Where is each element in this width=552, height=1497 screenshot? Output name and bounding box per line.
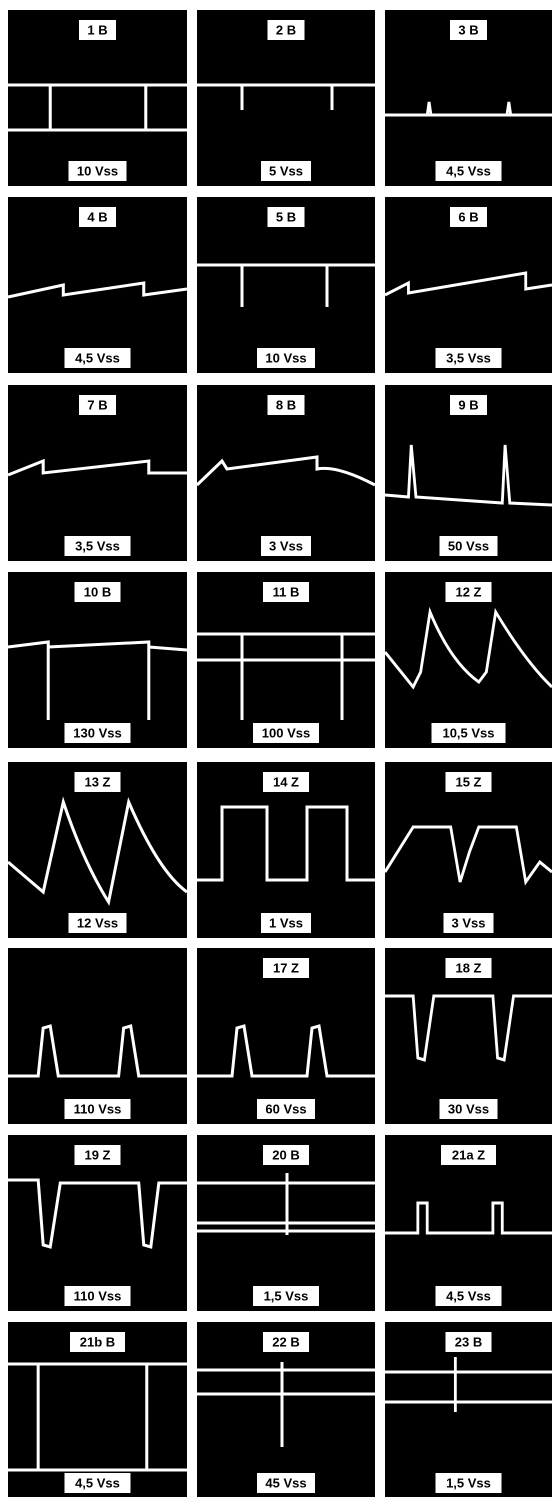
voltage-label: 5 Vss — [269, 163, 303, 178]
oscillogram-panel: 13 Z 12 Vss — [8, 762, 187, 938]
oscillogram-panel: 23 B 1,5 Vss — [385, 1322, 552, 1497]
voltage-label: 110 Vss — [74, 1101, 122, 1116]
voltage-label: 12 Vss — [77, 915, 118, 930]
panel-label: 1 B — [87, 22, 107, 37]
voltage-label: 1 Vss — [269, 915, 303, 930]
panel-label: 22 B — [272, 1334, 299, 1349]
oscillogram-panel: 14 Z 1 Vss — [197, 762, 375, 938]
panel-label: 9 B — [458, 397, 478, 412]
oscillogram-panel: 8 B 3 Vss — [197, 385, 375, 561]
voltage-label: 10 Vss — [265, 350, 306, 365]
voltage-label: 3,5 Vss — [446, 350, 491, 365]
voltage-label: 110 Vss — [74, 1288, 122, 1303]
voltage-label: 4,5 Vss — [446, 1288, 491, 1303]
voltage-label: 30 Vss — [448, 1101, 489, 1116]
voltage-label: 3,5 Vss — [75, 538, 120, 553]
oscillogram-panel: 5 B 10 Vss — [197, 197, 375, 373]
voltage-label: 3 Vss — [269, 538, 303, 553]
panel-label: 21b B — [80, 1334, 115, 1349]
panel-label: 2 B — [276, 22, 296, 37]
voltage-label: 100 Vss — [262, 725, 310, 740]
panel-label: 21a Z — [452, 1147, 485, 1162]
panel-label: 12 Z — [455, 584, 481, 599]
oscillogram-panel: 11 B 100 Vss — [197, 572, 375, 748]
oscillogram-panel: 1 B 10 Vss — [8, 10, 187, 186]
panel-label: 17 Z — [273, 960, 299, 975]
panel-label: 6 B — [458, 209, 478, 224]
panel-label: 10 B — [84, 584, 111, 599]
voltage-label: 130 Vss — [73, 725, 121, 740]
oscillogram-panel: 10 B 130 Vss — [8, 572, 187, 748]
voltage-label: 4,5 Vss — [75, 350, 120, 365]
panel-label: 14 Z — [273, 774, 299, 789]
oscillogram-panel: 9 B 50 Vss — [385, 385, 552, 561]
voltage-label: 3 Vss — [452, 915, 486, 930]
panel-label: 13 Z — [84, 774, 110, 789]
oscillogram-panel: 4 B 4,5 Vss — [8, 197, 187, 373]
voltage-label: 45 Vss — [265, 1475, 306, 1490]
panel-label: 19 Z — [84, 1147, 110, 1162]
oscillogram-panel: 12 Z 10,5 Vss — [385, 572, 552, 748]
oscillogram-panel: 2 B 5 Vss — [197, 10, 375, 186]
oscillogram-panel: 7 B 3,5 Vss — [8, 385, 187, 561]
panel-label: 7 B — [87, 397, 107, 412]
voltage-label: 1,5 Vss — [264, 1288, 309, 1303]
voltage-label: 1,5 Vss — [446, 1475, 491, 1490]
oscillogram-panel: 21a Z 4,5 Vss — [385, 1135, 552, 1311]
voltage-label: 10,5 Vss — [442, 725, 494, 740]
oscillogram-panel: 20 B 1,5 Vss — [197, 1135, 375, 1311]
oscillogram-panel: 22 B 45 Vss — [197, 1322, 375, 1497]
panel-label: 11 B — [273, 584, 300, 599]
oscillogram-panel: 19 Z 110 Vss — [8, 1135, 187, 1311]
oscillogram-panel: 15 Z 3 Vss — [385, 762, 552, 938]
voltage-label: 50 Vss — [448, 538, 489, 553]
panel-label: 18 Z — [455, 960, 481, 975]
oscillogram-sheet: 1 B 10 Vss 2 B 5 Vss 3 B 4,5 Vss 4 B 4,5 Vss 5 B… — [0, 0, 552, 1497]
oscillogram-panel: 18 Z 30 Vss — [385, 948, 552, 1124]
oscillogram-panel: 110 Vss — [8, 948, 187, 1124]
oscillogram-panel: 21b B 4,5 Vss — [8, 1322, 187, 1497]
voltage-label: 4,5 Vss — [446, 163, 491, 178]
panel-label: 8 B — [276, 397, 296, 412]
voltage-label: 60 Vss — [265, 1101, 306, 1116]
panel-label: 3 B — [458, 22, 478, 37]
voltage-label: 10 Vss — [77, 163, 118, 178]
panel-label: 20 B — [272, 1147, 299, 1162]
panel-label: 23 B — [455, 1334, 482, 1349]
voltage-label: 4,5 Vss — [75, 1475, 120, 1490]
panel-label: 4 B — [87, 209, 107, 224]
panel-label: 5 B — [276, 209, 296, 224]
oscillogram-panel: 17 Z 60 Vss — [197, 948, 375, 1124]
screen — [8, 948, 187, 1124]
oscillogram-panel: 3 B 4,5 Vss — [385, 10, 552, 186]
panel-label: 15 Z — [455, 774, 481, 789]
oscillogram-panel: 6 B 3,5 Vss — [385, 197, 552, 373]
